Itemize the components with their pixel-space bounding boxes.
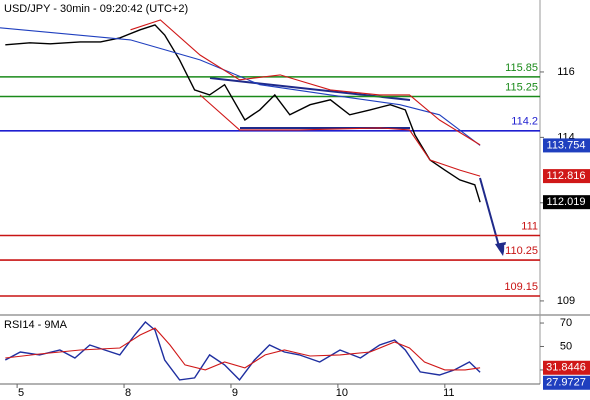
title-bg [2, 1, 191, 16]
level-label: 114.2 [511, 116, 538, 128]
value-marker-label: 27.9727 [546, 377, 586, 389]
panel-title: USD/JPY - 30min - 09:20:42 (UTC+2) [4, 3, 188, 15]
value-marker [543, 375, 590, 390]
series-line [5, 327, 481, 371]
x-tick-label: 5 [18, 387, 24, 399]
value-marker [543, 169, 590, 184]
projection-arrow [479, 177, 501, 251]
value-marker-label: 112.019 [547, 196, 586, 208]
level-label: 111 [521, 220, 538, 232]
value-marker-label: 112.816 [547, 170, 586, 182]
series-line [4, 321, 481, 381]
x-tick-label: 10 [336, 387, 348, 399]
value-marker-label: 31.8446 [546, 362, 586, 374]
value-marker [543, 360, 590, 375]
title-bg [2, 317, 70, 332]
panel-title: RSI14 - 9MA [4, 319, 68, 331]
x-tick-label: 11 [443, 387, 454, 399]
series-line [199, 94, 481, 177]
level-label: 109.15 [504, 281, 538, 293]
level-label-bg [503, 280, 539, 293]
series-line [0, 27, 481, 146]
level-label: 110.25 [505, 245, 538, 257]
level-label: 115.85 [505, 62, 538, 74]
series-line [5, 24, 481, 203]
y-tick-label: 70 [560, 317, 572, 329]
y-tick-label: 116 [557, 66, 575, 78]
level-label-bg [510, 115, 539, 128]
level-label-bg [504, 81, 539, 94]
value-marker-label: 113.754 [547, 139, 586, 151]
level-label-bg [520, 220, 539, 233]
x-tick-label: 8 [125, 387, 131, 399]
level-label-bg [504, 244, 539, 257]
y-tick-label: 50 [560, 340, 572, 352]
y-tick-label: 109 [557, 295, 575, 307]
x-tick-label: 9 [232, 387, 238, 399]
value-marker [543, 138, 590, 153]
value-marker [543, 195, 590, 210]
series-line [130, 19, 481, 146]
level-label: 115.25 [505, 81, 538, 93]
level-label-bg [504, 61, 539, 74]
arrow-head [495, 242, 506, 256]
